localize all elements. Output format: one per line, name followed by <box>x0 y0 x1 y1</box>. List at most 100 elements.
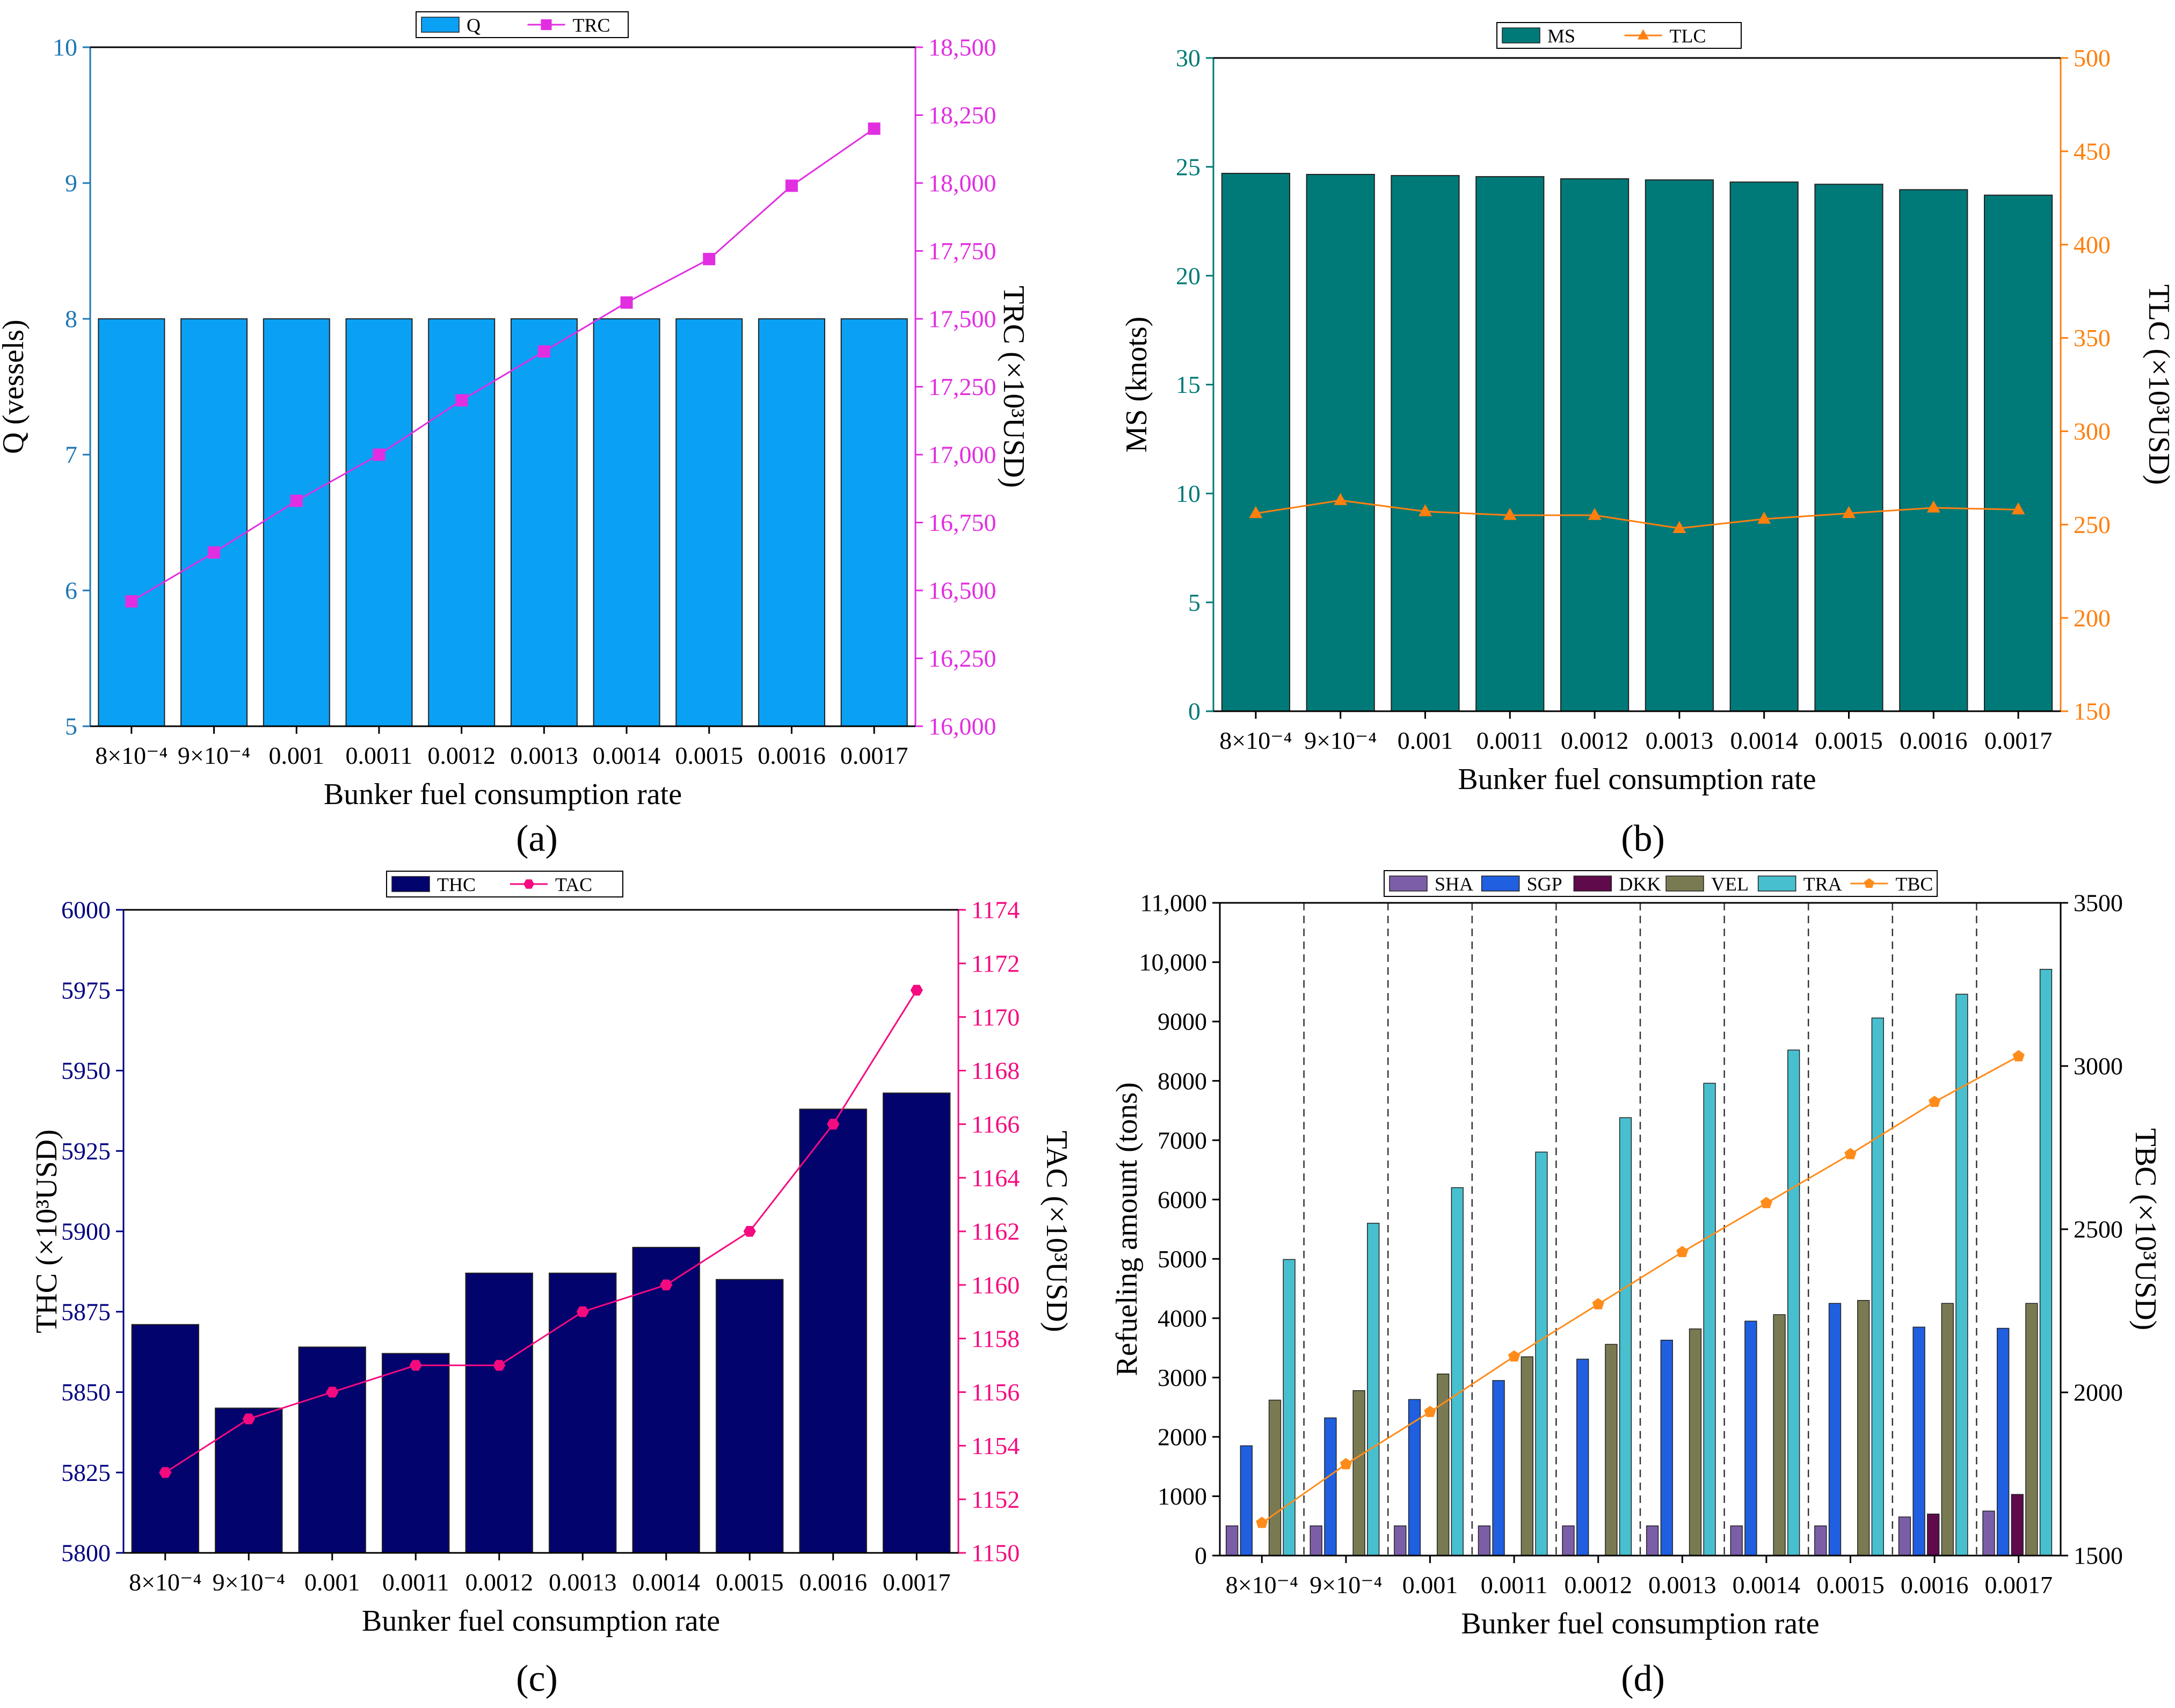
y2-tick-label-3: 1156 <box>971 1378 1020 1406</box>
y2-tick-label-6: 17,500 <box>928 305 996 333</box>
legend-label-dkk: DKK <box>1619 873 1661 895</box>
y2-tick-label-9: 1168 <box>971 1057 1020 1084</box>
y-tick-label-8: 6000 <box>61 896 111 924</box>
bar-sgp-6 <box>1744 1320 1757 1556</box>
bar-q-7 <box>675 318 743 727</box>
point-tbc-4 <box>1592 1298 1604 1310</box>
y2-tick-label-4: 3500 <box>2074 889 2123 917</box>
legend-label-tac: TAC <box>555 874 592 895</box>
y-tick-label-9: 9000 <box>1158 1008 1207 1035</box>
bar-thc-5 <box>549 1272 617 1553</box>
y-axis-title: THC (×10³USD) <box>30 1129 63 1333</box>
x-tick-label-0: 8×10⁻⁴ <box>95 742 168 769</box>
x-tick-label-8: 0.0016 <box>1900 727 1968 754</box>
y-tick-label-3: 5875 <box>61 1298 111 1325</box>
bar-thc-7 <box>716 1279 784 1554</box>
legend-label-ms: MS <box>1547 25 1575 47</box>
point-tbc-1 <box>1340 1458 1352 1470</box>
point-tbc-0 <box>1256 1516 1268 1528</box>
x-tick-label-7: 0.0015 <box>1816 1571 1885 1598</box>
bar-thc-4 <box>465 1272 533 1553</box>
y2-axis-title: TRC (×10³USD) <box>997 286 1030 488</box>
bar-vel-5 <box>1689 1328 1702 1556</box>
point-tlc-6 <box>1757 512 1771 524</box>
x-tick-label-5: 0.0013 <box>1646 727 1714 754</box>
bar-vel-9 <box>2025 1303 2038 1556</box>
point-tbc-2 <box>1424 1405 1436 1417</box>
y-tick-label-4: 4000 <box>1158 1304 1207 1332</box>
x-tick-label-6: 0.0014 <box>593 742 661 769</box>
legend-swatch-sha <box>1389 875 1428 892</box>
bar-sgp-5 <box>1660 1339 1673 1556</box>
y2-tick-label-1: 200 <box>2074 604 2111 632</box>
bar-sgp-3 <box>1492 1380 1505 1556</box>
x-tick-label-1: 9×10⁻⁴ <box>1304 727 1377 754</box>
point-tlc-0 <box>1249 506 1263 519</box>
y2-tick-label-0: 1150 <box>971 1539 1020 1567</box>
y-tick-label-8: 8000 <box>1158 1067 1207 1094</box>
bar-tra-5 <box>1703 1083 1716 1556</box>
bar-sgp-0 <box>1240 1445 1253 1556</box>
x-tick-label-3: 0.0011 <box>1476 727 1544 754</box>
x-tick-label-0: 8×10⁻⁴ <box>1226 1571 1298 1598</box>
y2-tick-label-4: 1158 <box>971 1325 1020 1352</box>
bar-ms-1 <box>1306 174 1375 712</box>
x-axis-title: Bunker fuel consumption rate <box>1458 763 1816 796</box>
bar-ms-0 <box>1221 173 1291 712</box>
line-tbc <box>1261 1055 2019 1524</box>
legend-swatch-ms <box>1502 27 1540 43</box>
x-tick-label-5: 0.0013 <box>549 1568 617 1596</box>
point-trc-8 <box>785 179 798 192</box>
y-tick-label-6: 5950 <box>61 1057 111 1084</box>
panel-a-chart: 5 6 7 8 9 10 16,000 16,250 16,500 16,750 17,000 17,… <box>0 11 1030 811</box>
y2-tick-label-1: 2000 <box>2074 1379 2123 1406</box>
point-tbc-8 <box>1929 1096 1941 1107</box>
x-tick-label-4: 0.0012 <box>1561 727 1629 754</box>
panel-label-b: (b) <box>1621 818 1665 859</box>
y2-tick-label-6: 1162 <box>971 1218 1020 1245</box>
line-trc <box>131 128 875 602</box>
bar-thc-0 <box>131 1324 200 1553</box>
point-tlc-5 <box>1672 521 1686 533</box>
bar-thc-9 <box>883 1092 951 1553</box>
y-tick-label-0: 5800 <box>61 1539 111 1567</box>
bar-q-2 <box>263 318 330 727</box>
y-tick-label-2: 2000 <box>1158 1424 1207 1451</box>
y-axis-title: Q (vessels) <box>0 319 30 454</box>
y2-tick-label-4: 17,000 <box>928 441 996 469</box>
bar-sha-3 <box>1478 1525 1491 1556</box>
y2-tick-label-2: 250 <box>2074 511 2111 538</box>
bar-q-1 <box>180 318 248 727</box>
legend-label-sgp: SGP <box>1527 873 1562 895</box>
y2-axis-title: TAC (×10³USD) <box>1040 1130 1073 1332</box>
point-tac-5 <box>576 1306 589 1317</box>
y-tick-label-0: 5 <box>65 713 77 740</box>
legend-box <box>1384 870 1938 897</box>
y2-tick-label-0: 16,000 <box>928 713 996 740</box>
bar-vel-7 <box>1857 1300 1870 1556</box>
point-tbc-3 <box>1508 1350 1521 1362</box>
x-tick-label-4: 0.0012 <box>427 742 496 769</box>
legend-label-thc: THC <box>437 874 476 895</box>
y2-tick-label-5: 17,250 <box>928 373 996 400</box>
y2-tick-label-7: 17,750 <box>928 237 996 265</box>
bar-sha-4 <box>1562 1525 1575 1556</box>
point-tlc-7 <box>1842 506 1856 519</box>
point-tac-3 <box>409 1360 422 1371</box>
x-tick-label-8: 0.0016 <box>758 742 826 769</box>
y-tick-label-7: 7000 <box>1158 1127 1207 1154</box>
y2-tick-label-0: 150 <box>2074 698 2111 725</box>
y-tick-label-5: 5925 <box>61 1137 111 1165</box>
point-tbc-6 <box>1760 1196 1772 1208</box>
y2-tick-label-3: 300 <box>2074 418 2111 445</box>
line-tlc <box>1255 499 2019 529</box>
bar-sha-2 <box>1394 1525 1407 1556</box>
bar-ms-4 <box>1560 178 1630 712</box>
bar-sgp-8 <box>1912 1326 1925 1556</box>
y-tick-label-0: 0 <box>1188 698 1201 725</box>
point-trc-1 <box>208 546 221 559</box>
x-tick-label-0: 8×10⁻⁴ <box>1219 727 1292 754</box>
y2-axis-title: TBC (×10³USD) <box>2129 1128 2162 1331</box>
x-axis-title: Bunker fuel consumption rate <box>324 778 682 811</box>
